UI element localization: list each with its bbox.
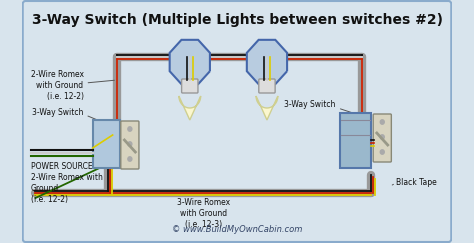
Bar [339,113,371,168]
FancyBboxPatch shape [373,114,392,162]
FancyBboxPatch shape [182,79,198,93]
FancyBboxPatch shape [259,79,275,93]
Polygon shape [247,40,287,84]
Polygon shape [179,96,201,120]
Circle shape [380,135,384,139]
Text: © www.BuildMyOwnCabin.com: © www.BuildMyOwnCabin.com [172,225,302,234]
Text: Black Tape: Black Tape [396,178,437,187]
Polygon shape [256,96,278,120]
FancyBboxPatch shape [121,121,139,169]
Circle shape [128,142,132,146]
FancyBboxPatch shape [23,1,451,242]
Circle shape [128,127,132,131]
Text: 3-Way Switch (Multiple Lights between switches #2): 3-Way Switch (Multiple Lights between sw… [31,13,443,27]
Bar [92,120,120,168]
Circle shape [380,150,384,154]
Text: 2-Wire Romex
with Ground
(i.e. 12-2): 2-Wire Romex with Ground (i.e. 12-2) [30,70,83,101]
Text: POWER SOURCE
2-Wire Romex with
Ground
(i.e. 12-2): POWER SOURCE 2-Wire Romex with Ground (i… [31,162,103,204]
Text: 3-Way Switch: 3-Way Switch [32,108,83,117]
Circle shape [128,157,132,161]
Circle shape [380,120,384,124]
Polygon shape [170,40,210,84]
Text: 3-Way Switch: 3-Way Switch [283,100,335,109]
Text: 3-Wire Romex
with Ground
(i.e. 12-3): 3-Wire Romex with Ground (i.e. 12-3) [177,198,230,229]
